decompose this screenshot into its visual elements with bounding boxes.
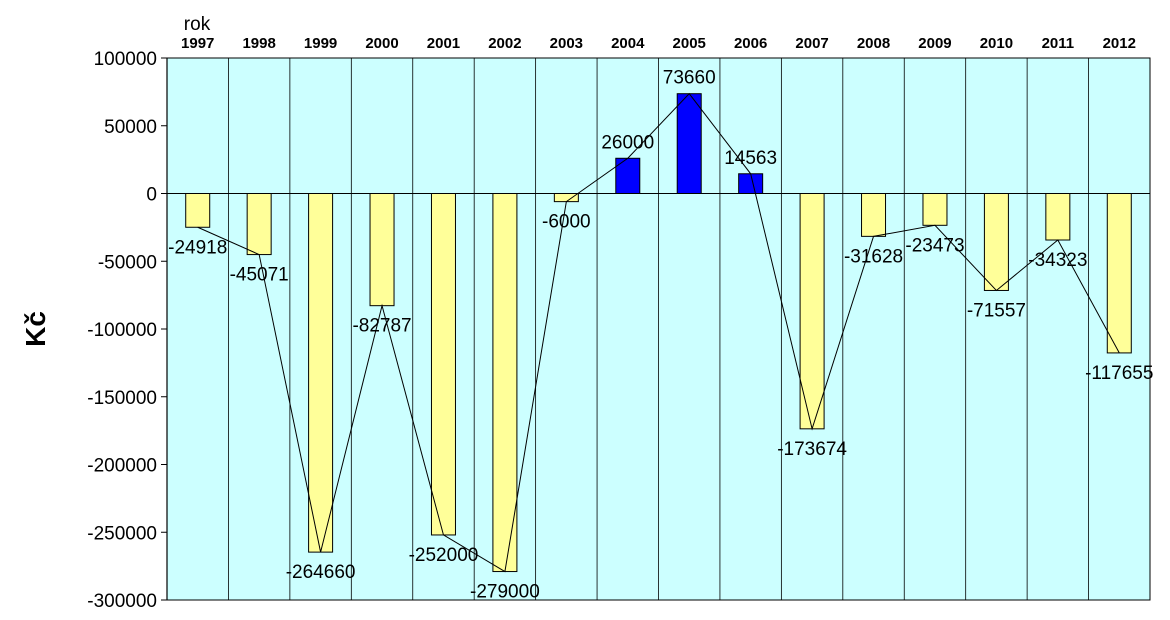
data-label: 14563 [724, 148, 777, 169]
y-tick-label: -100000 [87, 320, 157, 341]
bar [738, 173, 764, 194]
connecting-line [197, 92, 1120, 573]
x-tick-label: 1998 [242, 35, 275, 52]
data-label: -6000 [542, 212, 591, 233]
data-label: -45071 [230, 265, 289, 286]
x-tick-label: 2003 [550, 35, 583, 52]
x-tick-label: 2000 [365, 35, 398, 52]
y-tick-label: -250000 [87, 523, 157, 544]
data-label: -252000 [409, 545, 479, 566]
x-tick-label: 2011 [1042, 35, 1075, 52]
x-tick-label: 2012 [1103, 35, 1136, 52]
bar [799, 193, 825, 430]
bar [430, 193, 456, 536]
bar [676, 93, 702, 194]
bar [922, 193, 948, 226]
x-axis-ticks: 1997 1998 1999 2000 2001 2002 2003 2004 2005 2006… [181, 35, 1136, 52]
data-label: -117655 [1085, 363, 1153, 384]
bar [615, 157, 641, 195]
x-axis-title: rok [184, 14, 211, 35]
x-tick-label: 1997 [181, 35, 214, 52]
bars [185, 93, 1132, 573]
bar [983, 193, 1009, 291]
data-label: -173674 [777, 439, 847, 460]
bar [246, 193, 272, 256]
y-tick-label: 0 [146, 185, 157, 206]
x-tick-label: 2005 [673, 35, 706, 52]
x-tick-label: 2009 [918, 35, 951, 52]
data-label: -82787 [352, 316, 411, 337]
bar [492, 193, 518, 573]
data-label: -23473 [905, 235, 964, 256]
vertical-gridlines [228, 58, 1089, 600]
data-label: -24918 [168, 237, 227, 258]
bar [861, 193, 887, 237]
data-label: -71557 [967, 300, 1026, 321]
data-labels: -24918-45071 -264660 -82787 -252000 -279000 -… [168, 68, 1153, 603]
x-tick-label: 2008 [857, 35, 890, 52]
data-label: -34323 [1028, 250, 1087, 271]
y-tick-label: 50000 [104, 117, 157, 138]
y-tick-label: -200000 [87, 456, 157, 477]
y-tick-label: -50000 [98, 252, 157, 273]
bar [1045, 193, 1071, 241]
x-tick-label: 2002 [488, 35, 521, 52]
x-tick-label: 2001 [427, 35, 460, 52]
bar [553, 193, 579, 203]
y-axis-ticks: 100000 50000 0 -50000 -100000 -150000 -200000 -… [87, 49, 167, 612]
bar [185, 193, 211, 228]
x-tick-label: 2004 [611, 35, 645, 52]
bar [369, 193, 395, 307]
y-axis-title: Kč [20, 311, 51, 347]
x-tick-label: 2007 [795, 35, 828, 52]
bar [308, 193, 334, 553]
data-label: -279000 [470, 582, 540, 603]
bar [1106, 193, 1132, 354]
x-tick-label: 2006 [734, 35, 767, 52]
y-tick-label: -300000 [87, 591, 157, 612]
data-label: 73660 [663, 68, 716, 89]
data-label: -31628 [844, 246, 903, 267]
x-tick-label: 2010 [980, 35, 1013, 52]
data-label: -264660 [286, 562, 356, 583]
x-tick-label: 1999 [304, 35, 337, 52]
y-tick-label: -150000 [87, 388, 157, 409]
data-label: 26000 [601, 132, 654, 153]
y-tick-label: 100000 [94, 49, 157, 70]
